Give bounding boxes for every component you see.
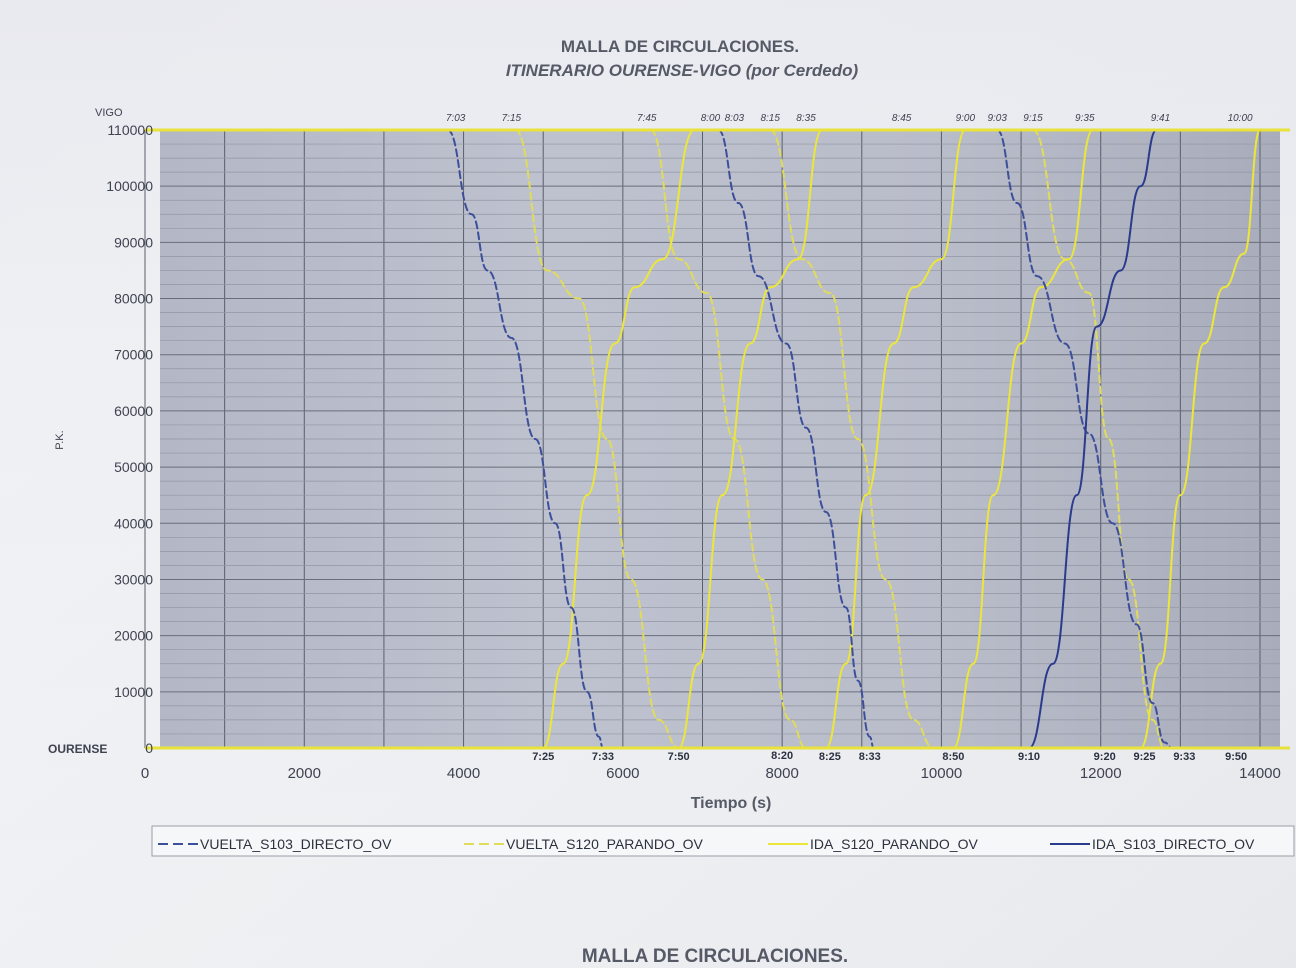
bottom-time-label: 8:33 bbox=[859, 751, 881, 763]
x-tick-label: 8000 bbox=[765, 765, 798, 782]
legend: VUELTA_S103_DIRECTO_OV VUELTA_S120_PARAND… bbox=[151, 825, 1295, 857]
top-time-label: 8:03 bbox=[725, 113, 745, 124]
series-vuelta-s120-parando-ov-trip-4 bbox=[1032, 129, 1166, 749]
legend-label: VUELTA_S120_PARANDO_OV bbox=[506, 836, 704, 852]
top-time-label: 7:15 bbox=[502, 113, 522, 124]
x-axis-label: Tiempo (s) bbox=[691, 795, 772, 812]
series-ida-s120-parando-ov-trip-3 bbox=[824, 129, 967, 749]
top-time-label: 9:15 bbox=[1023, 113, 1043, 124]
chart-title: MALLA DE CIRCULACIONES. bbox=[561, 37, 799, 56]
top-time-label: 9:35 bbox=[1075, 113, 1095, 124]
legend-label: VUELTA_S103_DIRECTO_OV bbox=[200, 836, 392, 852]
y-station-label-top: VIGO bbox=[95, 107, 123, 119]
top-time-label: 9:03 bbox=[987, 113, 1007, 124]
y-tick-label: 0 bbox=[145, 740, 153, 756]
bottom-time-label: 7:25 bbox=[532, 751, 554, 763]
series-vuelta-s103-directo-ov-trip-2 bbox=[717, 129, 875, 749]
bottom-time-label: 9:20 bbox=[1094, 751, 1116, 763]
top-time-label: 8:45 bbox=[892, 113, 912, 124]
y-station-label-bottom: OURENSE bbox=[48, 742, 107, 756]
y-tick-label: 90000 bbox=[114, 234, 153, 250]
bottom-time-label: 9:10 bbox=[1018, 751, 1040, 763]
y-tick-label: 20000 bbox=[114, 628, 153, 644]
y-tick-label: 60000 bbox=[114, 403, 153, 419]
series-ida-s120-parando-ov-trip-2 bbox=[677, 129, 823, 749]
top-time-label: 8:15 bbox=[760, 113, 780, 124]
y-tick-label: 40000 bbox=[114, 515, 153, 531]
legend-label: IDA_S103_DIRECTO_OV bbox=[1092, 836, 1255, 852]
top-time-label: 10:00 bbox=[1228, 113, 1253, 124]
series-vuelta-s120-parando-ov-trip-1 bbox=[514, 129, 680, 749]
series-ida-s120-parando-ov-trip-4 bbox=[952, 129, 1094, 749]
top-time-label: 7:45 bbox=[637, 113, 657, 124]
bottom-time-label: 8:20 bbox=[771, 750, 793, 762]
x-tick-label: 12000 bbox=[1080, 765, 1122, 782]
x-tick-label: 4000 bbox=[447, 765, 480, 782]
label-layer: 0100002000030000400005000060000700008000… bbox=[48, 107, 1281, 782]
top-time-label: 9:00 bbox=[956, 113, 976, 124]
bottom-time-label: 7:33 bbox=[592, 751, 614, 763]
grid bbox=[144, 129, 1280, 749]
series-layer bbox=[446, 129, 1261, 749]
axis-layer bbox=[145, 128, 1290, 750]
series-ida-s120-parando-ov-trip-5 bbox=[1139, 129, 1261, 749]
top-time-label: 7:03 bbox=[446, 113, 466, 124]
footer-title: MALLA DE CIRCULACIONES. bbox=[582, 946, 848, 967]
x-tick-label: 14000 bbox=[1239, 765, 1281, 782]
bottom-time-label: 9:25 bbox=[1134, 751, 1156, 763]
bottom-time-label: 8:25 bbox=[819, 751, 841, 763]
y-tick-label: 10000 bbox=[114, 684, 153, 700]
top-time-label: 9:41 bbox=[1151, 113, 1170, 124]
y-tick-label: 110000 bbox=[107, 122, 153, 138]
series-ida-s103-directo-ov-trip-1 bbox=[1028, 129, 1158, 749]
bottom-time-label: 8:50 bbox=[942, 751, 964, 763]
bottom-time-label: 9:50 bbox=[1225, 751, 1247, 763]
series-vuelta-s103-directo-ov-trip-1 bbox=[446, 129, 604, 749]
top-time-label: 8:00 bbox=[701, 113, 721, 124]
bottom-time-label: 7:50 bbox=[668, 751, 690, 763]
x-tick-label: 2000 bbox=[288, 765, 321, 782]
y-axis-label: P.K. bbox=[54, 430, 66, 449]
x-tick-label: 0 bbox=[141, 765, 149, 782]
bottom-time-label: 9:33 bbox=[1173, 751, 1195, 763]
legend-box bbox=[151, 825, 1295, 857]
y-tick-label: 100000 bbox=[106, 178, 153, 194]
chart-subtitle: ITINERARIO OURENSE-VIGO (por Cerdedo) bbox=[506, 61, 859, 80]
y-tick-label: 30000 bbox=[114, 571, 153, 587]
y-tick-label: 50000 bbox=[114, 459, 153, 475]
y-tick-label: 80000 bbox=[114, 291, 153, 307]
series-vuelta-s103-directo-ov-trip-3 bbox=[996, 129, 1174, 749]
y-tick-label: 70000 bbox=[114, 347, 153, 363]
top-time-label: 8:35 bbox=[796, 113, 816, 124]
legend-label: IDA_S120_PARANDO_OV bbox=[810, 836, 978, 852]
x-tick-label: 10000 bbox=[921, 765, 963, 782]
series-ida-s120-parando-ov-trip-1 bbox=[542, 129, 696, 749]
x-tick-label: 6000 bbox=[606, 765, 639, 782]
